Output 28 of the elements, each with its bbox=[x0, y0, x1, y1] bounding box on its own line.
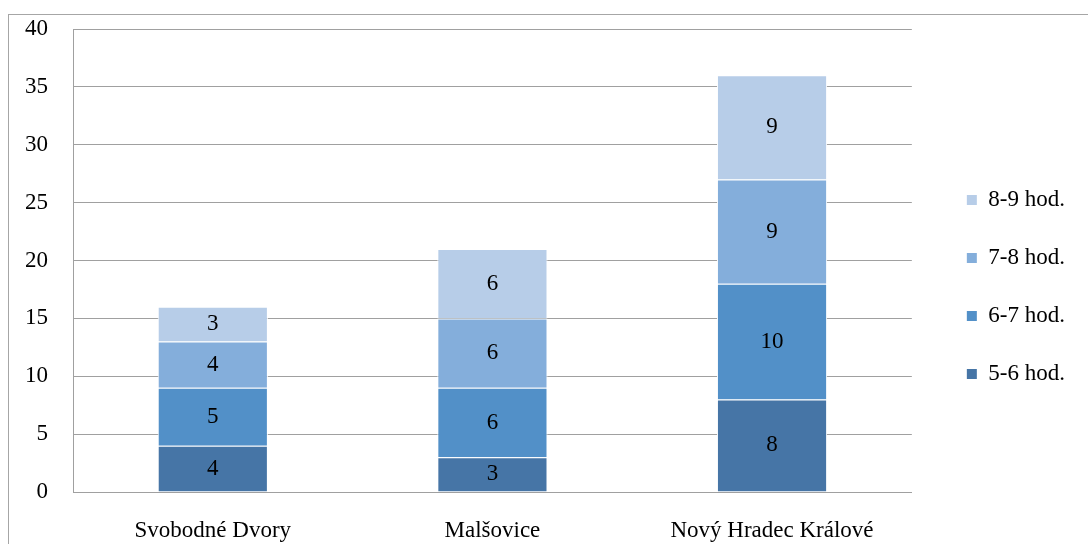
x-tick-label: Svobodné Dvory bbox=[134, 516, 292, 542]
data-label: 4 bbox=[207, 350, 220, 376]
y-tick-label: 25 bbox=[25, 188, 48, 214]
y-tick-label: 20 bbox=[25, 246, 48, 272]
data-label: 6 bbox=[486, 408, 499, 434]
legend-label: 6-7 hod. bbox=[988, 302, 1066, 328]
legend-label: 7-8 hod. bbox=[988, 244, 1066, 270]
data-label: 8 bbox=[766, 431, 778, 457]
y-tick-label: 5 bbox=[36, 420, 48, 446]
y-tick-label: 40 bbox=[25, 15, 48, 41]
y-tick-label: 0 bbox=[36, 478, 48, 504]
y-tick-label: 30 bbox=[25, 130, 48, 156]
data-label: 6 bbox=[486, 269, 499, 295]
data-label: 6 bbox=[486, 339, 499, 365]
data-label: 9 bbox=[766, 113, 778, 139]
y-tick-label: 10 bbox=[25, 362, 48, 388]
y-tick-label: 15 bbox=[25, 304, 48, 330]
y-tick-label: 35 bbox=[25, 72, 48, 98]
legend-label: 5-6 hod. bbox=[988, 360, 1066, 386]
legend-label: 8-9 hod. bbox=[988, 186, 1066, 212]
data-label: 10 bbox=[760, 327, 784, 353]
data-label: 3 bbox=[207, 310, 219, 336]
data-label: 9 bbox=[766, 217, 778, 243]
data-label: 5 bbox=[207, 402, 219, 428]
x-tick-label: Nový Hradec Králové bbox=[670, 516, 874, 542]
data-label: 4 bbox=[207, 454, 220, 480]
data-label: 3 bbox=[486, 460, 499, 486]
x-tick-label: Malšovice bbox=[444, 516, 541, 542]
